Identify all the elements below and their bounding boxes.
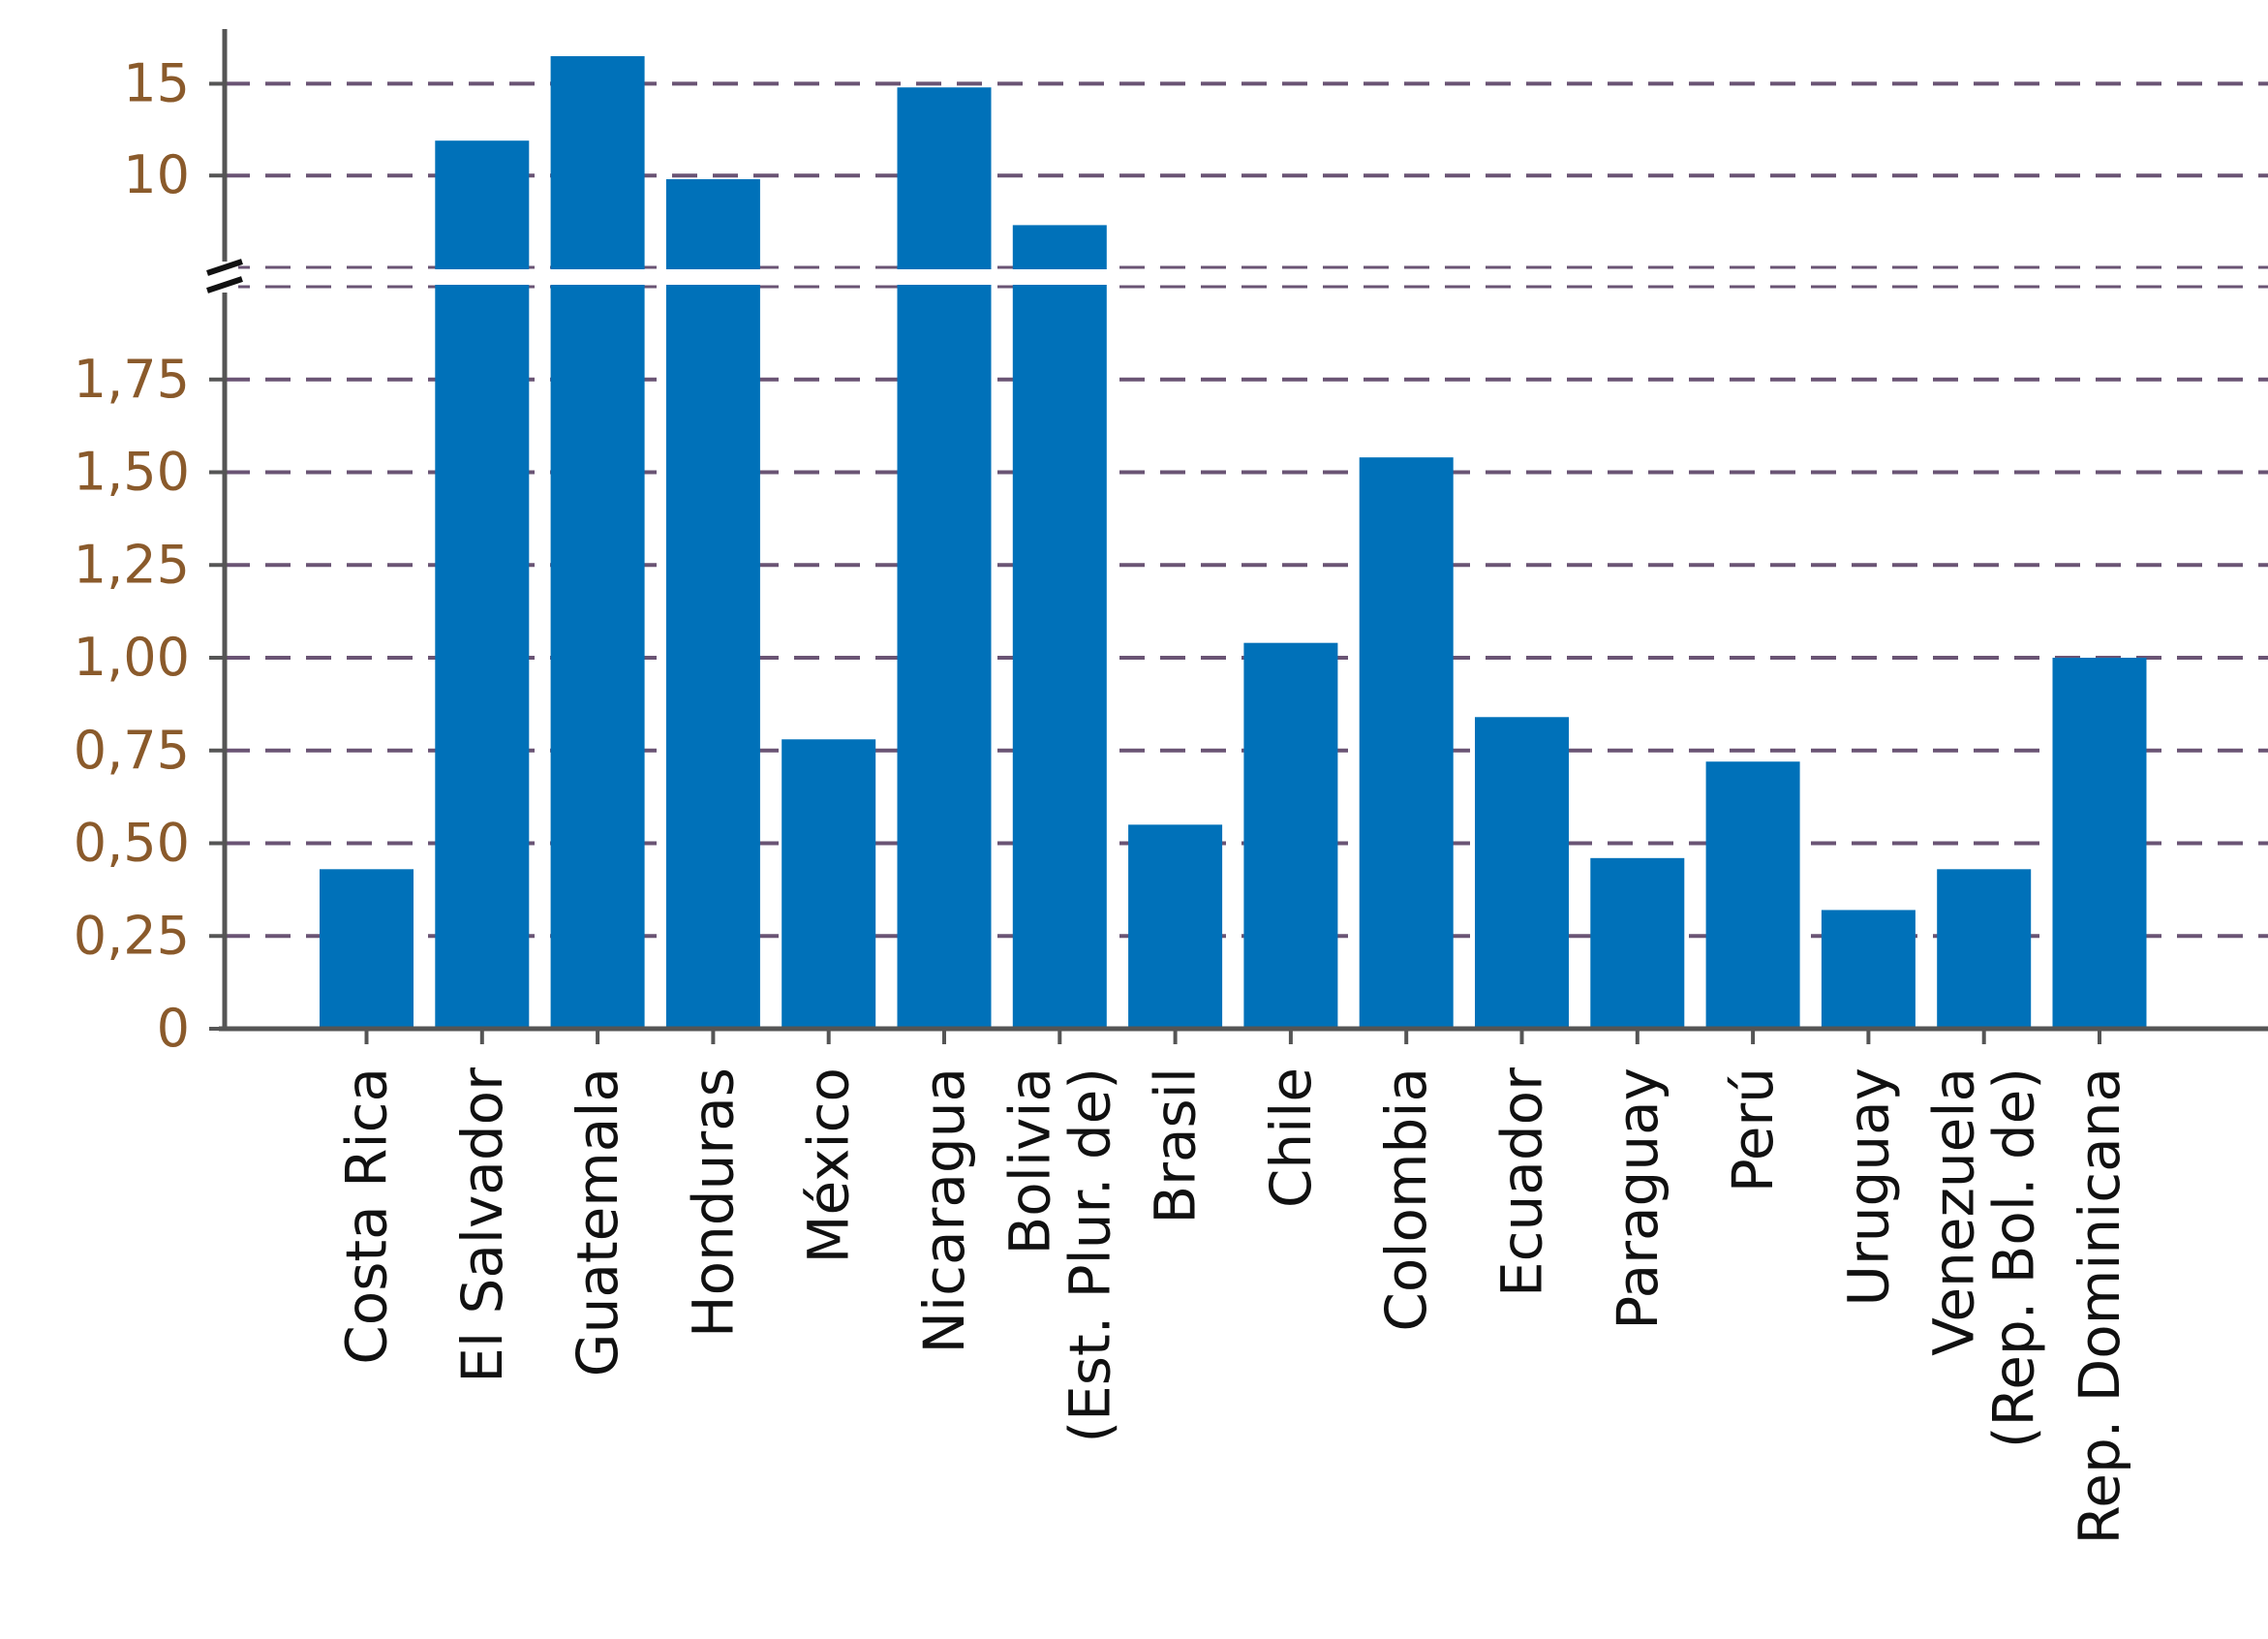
category-label-9: Colombia xyxy=(1373,1067,1439,1332)
category-label-9-line-0: Colombia xyxy=(1373,1067,1439,1332)
category-label-7: Brasil xyxy=(1143,1067,1209,1224)
bar-8 xyxy=(1243,642,1338,1029)
bars xyxy=(320,56,2147,1030)
category-label-10-line-0: Ecuador xyxy=(1489,1067,1555,1297)
category-label-0-line-0: Costa Rica xyxy=(334,1067,400,1365)
category-label-3-line-0: Honduras xyxy=(680,1067,746,1338)
category-labels: Costa Rica El Salvador Guatemala Honduras Mé… xyxy=(334,1029,2132,1544)
category-label-12: Perú xyxy=(1720,1067,1786,1192)
category-label-5-line-0: Nicaragua xyxy=(911,1067,977,1353)
category-label-7-line-0: Brasil xyxy=(1143,1067,1209,1224)
category-label-11: Paraguay xyxy=(1605,1067,1670,1330)
bar-14 xyxy=(1937,869,2032,1029)
category-label-3: Honduras xyxy=(680,1067,746,1338)
axis-break xyxy=(405,270,1112,284)
category-label-4: México xyxy=(796,1067,862,1264)
bar-5 xyxy=(897,87,992,1030)
category-label-6-line-0: Bolivia xyxy=(996,1067,1062,1254)
bar-9 xyxy=(1359,457,1454,1029)
bar-13 xyxy=(1821,910,1916,1029)
y-tick-labels: 0 0,25 0,50 0,75 1,00 1,25 1,50 1,75 10 15 xyxy=(74,52,225,1059)
category-label-1: El Salvador xyxy=(449,1067,515,1383)
category-label-8-line-0: Chile xyxy=(1258,1067,1324,1208)
category-label-0: Costa Rica xyxy=(334,1067,400,1365)
category-label-8: Chile xyxy=(1258,1067,1324,1208)
y-tick-label-upper-1: 15 xyxy=(123,52,190,113)
category-label-2-line-0: Guatemala xyxy=(565,1067,630,1376)
y-tick-label-upper-0: 10 xyxy=(123,144,190,205)
y-tick-label-lower-1: 0,25 xyxy=(74,905,190,966)
y-axis-break-mark-0 xyxy=(206,259,243,276)
y-tick-label-lower-6: 1,50 xyxy=(74,442,190,503)
axis-break-band xyxy=(405,270,1112,284)
bar-6 xyxy=(1012,225,1107,1029)
bar-0 xyxy=(320,869,414,1029)
bar-11 xyxy=(1590,857,1685,1029)
category-label-1-line-0: El Salvador xyxy=(449,1067,515,1383)
category-label-2: Guatemala xyxy=(565,1067,630,1376)
bar-4 xyxy=(782,739,876,1029)
y-tick-label-lower-2: 0,50 xyxy=(74,813,190,874)
category-label-12-line-0: Perú xyxy=(1720,1067,1786,1192)
bar-7 xyxy=(1128,824,1223,1029)
category-label-5: Nicaragua xyxy=(911,1067,977,1353)
y-tick-label-lower-5: 1,25 xyxy=(74,534,190,595)
y-tick-label-lower-3: 0,75 xyxy=(74,720,190,781)
y-tick-label-lower-0: 0 xyxy=(157,998,190,1059)
category-label-6: Bolivia(Est. Plur. de) xyxy=(996,1067,1122,1442)
category-label-11-line-0: Paraguay xyxy=(1605,1067,1670,1330)
bar-2 xyxy=(550,56,645,1029)
category-label-4-line-0: México xyxy=(796,1067,862,1264)
bar-1 xyxy=(435,140,530,1029)
category-label-10: Ecuador xyxy=(1489,1067,1555,1297)
category-label-13: Uruguay xyxy=(1835,1067,1901,1307)
category-label-15: Rep. Dominicana xyxy=(2067,1067,2132,1544)
bar-10 xyxy=(1475,717,1569,1029)
y-tick-label-lower-4: 1,00 xyxy=(74,627,190,688)
category-label-14-line-0: Venezuela xyxy=(1921,1067,1987,1356)
category-label-14-line-1: (Rep. Bol. de) xyxy=(1981,1067,2047,1448)
category-label-15-line-0: Rep. Dominicana xyxy=(2067,1067,2132,1544)
bar-3 xyxy=(665,179,760,1030)
axes xyxy=(206,29,2268,1032)
bar-15 xyxy=(2052,658,2147,1029)
category-label-6-line-1: (Est. Plur. de) xyxy=(1057,1067,1122,1442)
bar-12 xyxy=(1705,761,1800,1029)
y-tick-label-lower-7: 1,75 xyxy=(74,349,190,410)
category-label-14: Venezuela(Rep. Bol. de) xyxy=(1921,1067,2047,1448)
category-label-13-line-0: Uruguay xyxy=(1835,1067,1901,1307)
y-axis-break-mark-1 xyxy=(206,276,243,294)
